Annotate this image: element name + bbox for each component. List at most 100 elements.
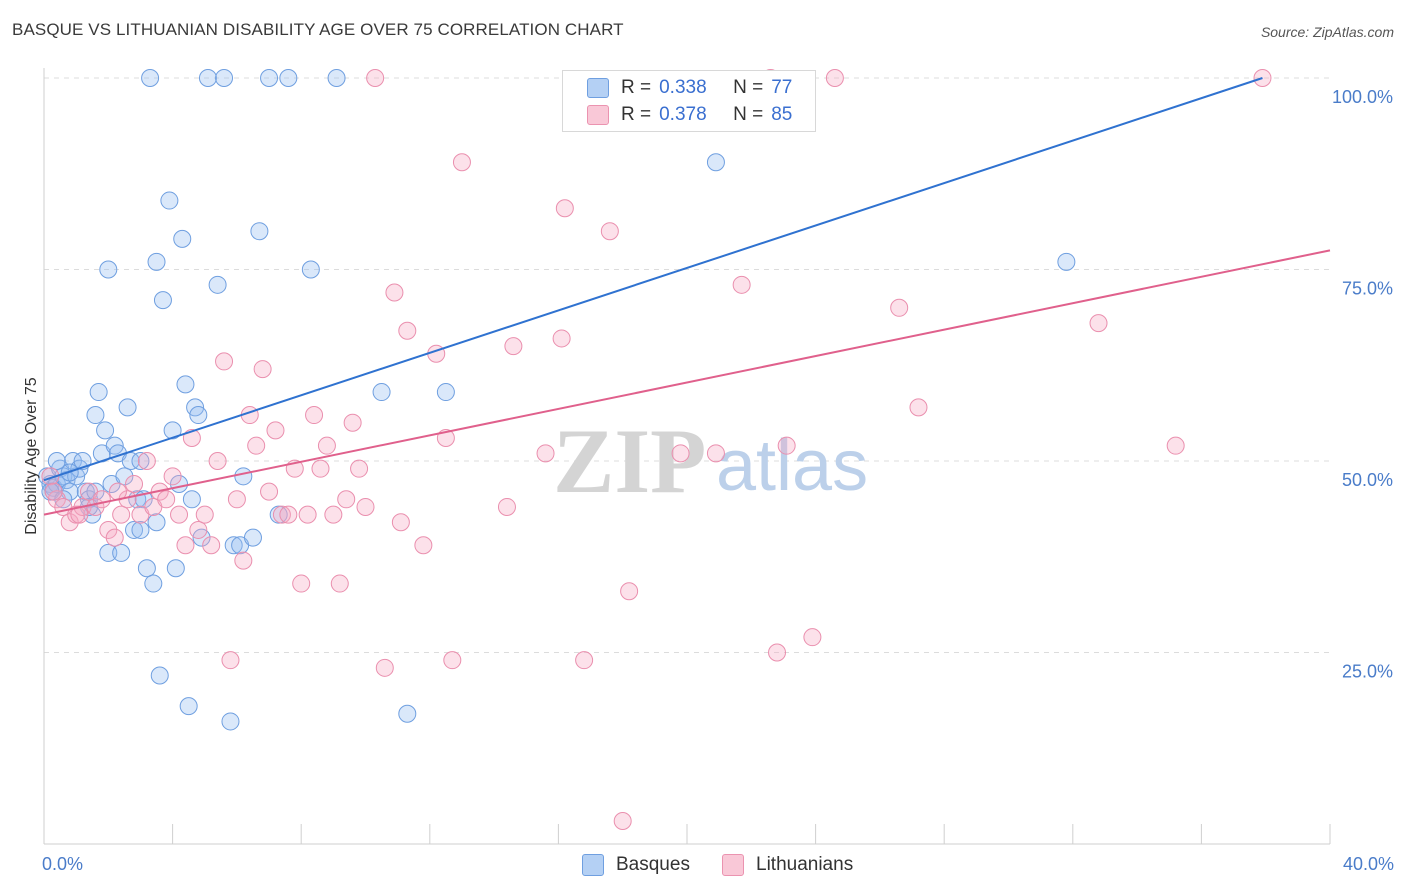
basque-point	[198, 69, 217, 87]
lithuanian-point	[125, 474, 144, 493]
legend-n-label: N =	[733, 104, 764, 125]
basque-point	[250, 222, 269, 241]
basque-point	[372, 383, 391, 402]
lithuanian-point	[260, 482, 279, 501]
lithuanian-point	[317, 436, 336, 455]
lithuanians-trendline	[43, 249, 1331, 516]
basque-point	[99, 543, 118, 562]
lithuanian-point	[189, 520, 208, 539]
basque-point	[1057, 252, 1076, 271]
lithuanian-point	[298, 505, 317, 524]
lithuanian-point	[324, 505, 343, 524]
legend-row-basques: R = 0.338 N = 77	[563, 75, 792, 101]
basque-point	[118, 398, 137, 417]
basque-point	[243, 528, 262, 547]
basque-point	[160, 191, 179, 210]
lithuanian-point	[112, 505, 131, 524]
basques-trendline	[43, 77, 1263, 482]
basque-point	[141, 69, 160, 87]
basque-point	[137, 559, 156, 578]
lithuanian-point	[366, 69, 385, 87]
basque-point	[99, 260, 118, 279]
lithuanian-point	[552, 329, 571, 348]
legend-n-value: 85	[771, 104, 793, 125]
y-tick-label: 50.0%	[1342, 470, 1393, 490]
lithuanian-point	[350, 459, 369, 478]
basque-point	[279, 69, 298, 87]
y-tick-label: 100.0%	[1332, 87, 1393, 107]
lithuanian-point	[157, 490, 176, 509]
lithuanian-point	[497, 497, 516, 516]
lithuanian-point	[706, 444, 725, 463]
lithuanian-point	[443, 651, 462, 670]
lithuanian-point	[105, 528, 124, 547]
basque-point	[150, 666, 169, 685]
chart-title: BASQUE VS LITHUANIAN DISABILITY AGE OVER…	[12, 20, 624, 39]
basque-point	[86, 406, 105, 425]
lithuanian-point	[330, 574, 349, 593]
lithuanian-point	[247, 436, 266, 455]
lithuanian-point	[414, 536, 433, 555]
lithuanians-label: Lithuanians	[756, 854, 854, 875]
basque-point	[179, 697, 198, 716]
lithuanian-point	[163, 467, 182, 486]
basque-point	[301, 260, 320, 279]
lithuanian-point	[890, 298, 909, 317]
lithuanian-point	[375, 658, 394, 677]
basque-point	[327, 69, 346, 87]
correlation-legend: R = 0.338 N = 77 R = 0.378 N = 85	[562, 70, 816, 132]
basque-point	[63, 452, 82, 470]
bottom-legend-basques: Basques	[582, 852, 690, 878]
basque-point	[208, 275, 227, 294]
lithuanian-point	[356, 497, 375, 516]
lithuanian-point	[732, 275, 751, 294]
legend-r-label: R =	[621, 77, 652, 98]
basque-point	[260, 69, 279, 87]
lithuanian-point	[536, 444, 555, 463]
lithuanians-swatch	[722, 854, 744, 876]
lithuanian-point	[99, 520, 118, 539]
basque-point	[436, 383, 455, 402]
lithuanian-point	[398, 321, 417, 340]
lithuanian-point	[215, 352, 234, 371]
lithuanian-point	[279, 505, 298, 524]
lithuanian-point	[909, 398, 928, 417]
y-tick-label: 75.0%	[1342, 279, 1393, 299]
basque-point	[147, 513, 166, 532]
lithuanian-point	[41, 467, 60, 486]
lithuanian-point	[1089, 314, 1108, 333]
basque-point	[153, 291, 172, 310]
lithuanian-point	[452, 153, 471, 172]
basque-point	[47, 452, 66, 470]
lithuanian-point	[202, 536, 221, 555]
lithuanian-point	[221, 651, 240, 670]
lithuanian-point	[1166, 436, 1185, 455]
basques-swatch	[582, 854, 604, 876]
basque-point	[131, 452, 150, 470]
basque-point	[144, 574, 163, 593]
lithuanian-point	[234, 551, 253, 570]
lithuanian-point	[44, 482, 63, 501]
basque-point	[234, 467, 253, 486]
labels-layer: Disability Age Over 75 0.0% 40.0%	[23, 377, 1394, 874]
lithuanian-point	[620, 582, 639, 601]
lithuanian-point	[272, 505, 291, 524]
y-axis-label: Disability Age Over 75	[23, 377, 40, 535]
basque-point	[131, 520, 150, 539]
lithuanian-point	[803, 628, 822, 647]
lithuanian-point	[170, 505, 189, 524]
basque-point	[215, 69, 234, 87]
basque-point	[147, 252, 166, 271]
basque-point	[398, 704, 417, 723]
trend-layer	[43, 77, 1331, 516]
lithuanian-point	[504, 337, 523, 356]
watermark: ZIP atlas	[553, 410, 868, 512]
lithuanian-point	[337, 490, 356, 509]
x-tick-label-min: 0.0%	[42, 854, 83, 874]
basque-point	[224, 536, 243, 555]
axis-layer: 25.0% 50.0% 75.0% 100.0%	[43, 68, 1393, 845]
basque-point	[706, 153, 725, 172]
basque-point	[221, 712, 240, 731]
lithuanian-point	[777, 436, 796, 455]
